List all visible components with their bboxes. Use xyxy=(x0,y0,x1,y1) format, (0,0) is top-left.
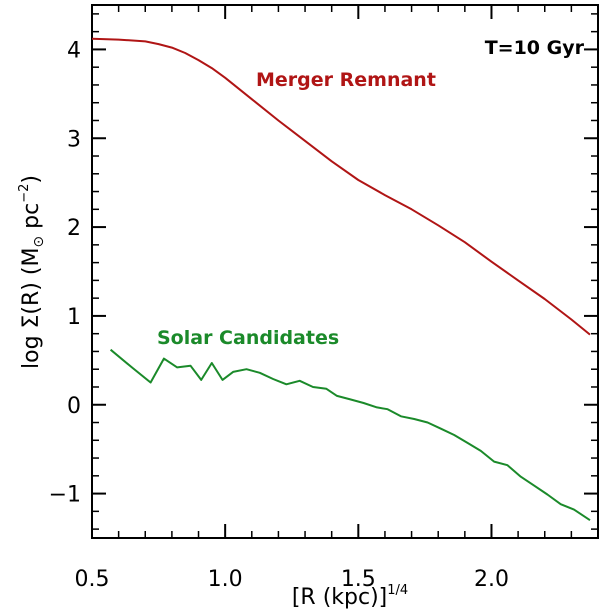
y-tick-label: −1 xyxy=(49,483,81,508)
y-tick-label: 1 xyxy=(67,305,81,330)
series-lines xyxy=(91,37,591,522)
x-axis-title: [R (kpc)]1/4 xyxy=(292,583,408,610)
y-tick-label: 0 xyxy=(67,394,81,419)
series-label-merger-remnant: Merger Remnant xyxy=(256,69,436,91)
series-line-merger-remnant xyxy=(91,37,591,336)
y-tick-label: 4 xyxy=(67,38,81,63)
axis-ticks xyxy=(91,5,599,538)
annotation-time-label: T=10 Gyr xyxy=(485,37,585,59)
x-tick-label: 1.0 xyxy=(208,567,243,592)
series-label-solar-candidates: Solar Candidates xyxy=(157,327,339,349)
axis-tick-labels: 0.5 1.0 1.5 2.0 −1 0 1 2 3 4 xyxy=(49,38,509,592)
y-tick-label: 2 xyxy=(67,216,81,241)
y-tick-label: 3 xyxy=(67,127,81,152)
x-tick-label: 2.0 xyxy=(474,567,509,592)
y-axis-title: log Σ(R) (M⊙ pc−2) xyxy=(17,175,47,369)
series-line-solar-candidates xyxy=(109,348,591,522)
x-tick-label: 1.5 xyxy=(341,567,376,592)
x-tick-label: 0.5 xyxy=(75,567,110,592)
plot-frame xyxy=(91,4,599,539)
